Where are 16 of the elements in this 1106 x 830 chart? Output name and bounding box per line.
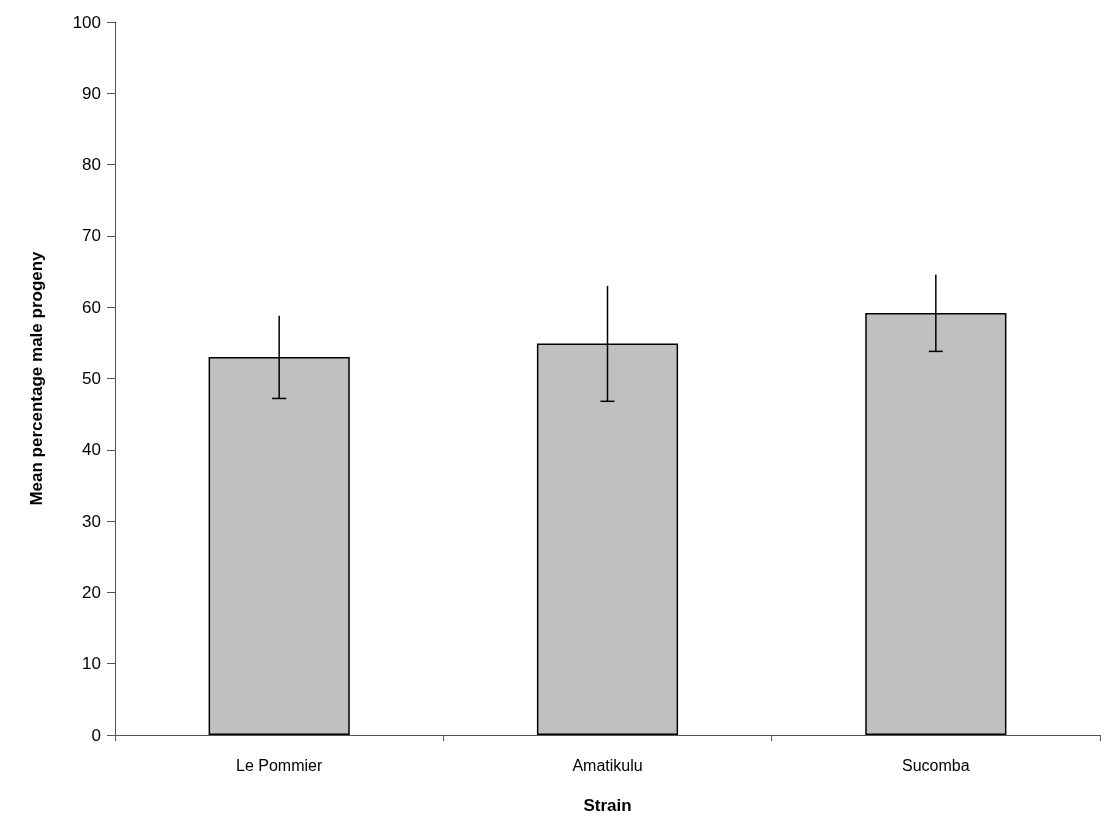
y-tick-label: 20 [82, 582, 101, 602]
y-tick-label: 60 [82, 297, 101, 317]
y-tick-label: 90 [82, 83, 101, 103]
x-axis-title: Strain [583, 796, 632, 815]
x-tick-label: Le Pommier [236, 756, 323, 774]
y-tick-label: 80 [82, 155, 101, 175]
y-tick-label: 40 [82, 440, 101, 460]
y-tick-label: 10 [82, 654, 101, 674]
y-tick-label: 100 [72, 12, 101, 32]
x-tick-label: Sucomba [902, 756, 970, 774]
y-axis-title: Mean percentage male progeny [27, 250, 46, 506]
y-tick-label: 0 [91, 725, 101, 745]
x-tick-label: Amatikulu [572, 756, 643, 774]
y-tick-label: 30 [82, 511, 101, 531]
y-tick-label: 70 [82, 226, 101, 246]
y-tick-label: 50 [82, 369, 101, 388]
